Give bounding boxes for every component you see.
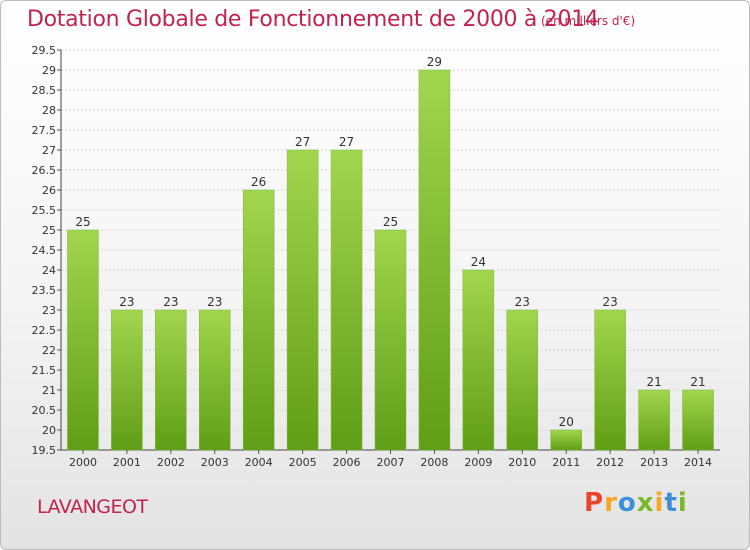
- logo-letter: i: [677, 488, 688, 518]
- x-tick-label: 2002: [157, 456, 185, 469]
- y-tick-label: 29.5: [32, 44, 57, 57]
- bar-value-label: 21: [690, 375, 705, 389]
- bar: [462, 269, 495, 451]
- x-tick-label: 2014: [684, 456, 712, 469]
- bar: [199, 309, 231, 451]
- logo-letter: o: [617, 488, 637, 518]
- x-tick-label: 2008: [420, 456, 448, 469]
- proxiti-logo: Proxiti: [584, 488, 688, 518]
- bar-value-label: 23: [119, 295, 134, 309]
- bar-value-label: 27: [295, 135, 310, 149]
- bar: [330, 149, 363, 451]
- y-tick-label: 25.5: [32, 204, 57, 217]
- bar: [506, 309, 539, 451]
- y-tick-label: 29: [42, 64, 56, 77]
- bar: [67, 229, 99, 451]
- logo-letter: r: [604, 488, 618, 518]
- bar-value-label: 23: [515, 295, 530, 309]
- bar-value-label: 21: [646, 375, 661, 389]
- bar: [418, 69, 451, 451]
- bar: [594, 309, 626, 451]
- x-tick-label: 2005: [289, 456, 317, 469]
- x-tick-label: 2001: [113, 456, 141, 469]
- y-tick-label: 24: [42, 264, 56, 277]
- y-tick-label: 26: [42, 184, 56, 197]
- y-tick-label: 26.5: [32, 164, 57, 177]
- chart-title: Dotation Globale de Fonctionnement de 20…: [27, 7, 599, 32]
- bar: [682, 389, 714, 451]
- bar-value-label: 20: [559, 415, 574, 429]
- y-tick-label: 25: [42, 224, 56, 237]
- bar: [638, 389, 670, 451]
- y-tick-label: 22: [42, 344, 56, 357]
- bar-value-label: 29: [427, 55, 442, 69]
- logo-letter: x: [636, 488, 655, 518]
- bar-value-label: 26: [251, 175, 266, 189]
- x-tick-label: 2012: [596, 456, 624, 469]
- x-tick-label: 2010: [508, 456, 536, 469]
- y-tick-label: 21: [42, 384, 56, 397]
- y-tick-label: 27.5: [32, 124, 57, 137]
- x-tick-label: 2011: [552, 456, 580, 469]
- bar-value-label: 25: [383, 215, 398, 229]
- bar: [155, 309, 187, 451]
- y-tick-label: 28: [42, 104, 56, 117]
- bar: [550, 429, 582, 451]
- bar-value-label: 23: [207, 295, 222, 309]
- bar-value-label: 24: [471, 255, 486, 269]
- y-tick-label: 24.5: [32, 244, 57, 257]
- x-tick-label: 2007: [377, 456, 405, 469]
- bar: [374, 229, 407, 451]
- logo-letter: P: [584, 488, 605, 518]
- y-tick-label: 27: [42, 144, 56, 157]
- bar-value-label: 23: [163, 295, 178, 309]
- bar: [286, 149, 319, 451]
- bar-value-label: 23: [603, 295, 618, 309]
- y-tick-label: 22.5: [32, 324, 57, 337]
- bar-value-label: 25: [75, 215, 90, 229]
- logo-letter: i: [654, 488, 665, 518]
- chart-unit: (en milliers d'€): [541, 14, 636, 28]
- logo-letter: t: [664, 488, 678, 518]
- y-tick-label: 19.5: [32, 444, 57, 457]
- y-tick-label: 21.5: [32, 364, 57, 377]
- bar: [242, 189, 275, 451]
- bar: [111, 309, 143, 451]
- x-tick-label: 2013: [640, 456, 668, 469]
- bar-value-label: 27: [339, 135, 354, 149]
- commune-name: LAVANGEOT: [37, 496, 148, 518]
- x-tick-label: 2000: [69, 456, 97, 469]
- x-tick-label: 2009: [464, 456, 492, 469]
- y-tick-label: 20.5: [32, 404, 57, 417]
- x-tick-label: 2004: [245, 456, 273, 469]
- y-tick-label: 20: [42, 424, 56, 437]
- y-tick-label: 28.5: [32, 84, 57, 97]
- x-tick-label: 2003: [201, 456, 229, 469]
- y-tick-label: 23.5: [32, 284, 57, 297]
- y-tick-label: 23: [42, 304, 56, 317]
- x-tick-label: 2006: [333, 456, 361, 469]
